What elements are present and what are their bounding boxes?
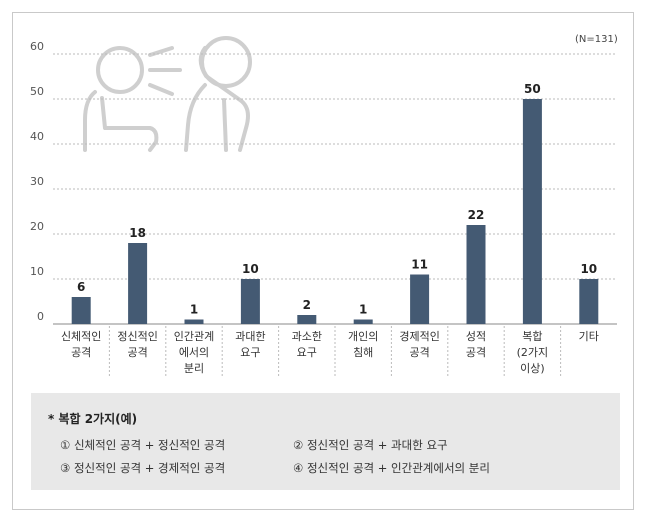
category-label-line: 이상)	[520, 362, 545, 375]
bar	[353, 319, 373, 324]
y-tick-label: 60	[30, 40, 44, 53]
category-label-line: 정신적인	[117, 330, 158, 343]
legend-title: * 복합 2가지(예)	[48, 412, 138, 426]
bar	[466, 225, 486, 324]
category-label-line: 과소한	[291, 330, 322, 343]
legend-item-3: ③ 정신적인 공격 + 경제적인 공격	[60, 461, 226, 475]
bar	[579, 279, 599, 324]
value-label: 10	[242, 262, 259, 276]
bar-series	[71, 99, 599, 324]
category-label-line: 침해	[353, 346, 374, 359]
category-label-line: 공격	[127, 346, 148, 359]
value-label: 18	[129, 226, 146, 240]
category-label: 기타	[563, 329, 615, 345]
value-label: 1	[359, 303, 367, 317]
category-label-line: 복합	[522, 330, 543, 343]
category-label-line: 에서의	[178, 346, 210, 359]
bar	[184, 319, 204, 324]
bar	[240, 279, 260, 324]
y-tick-label: 10	[30, 265, 44, 278]
category-label-line: 요구	[296, 346, 317, 359]
legend-box: * 복합 2가지(예) ① 신체적인 공격 + 정신적인 공격 ② 정신적인 공…	[31, 393, 620, 490]
category-label-line: 공격	[71, 346, 92, 359]
value-label: 11	[411, 258, 428, 272]
bar	[410, 274, 430, 324]
y-tick-label: 20	[30, 220, 44, 233]
category-label-line: 신체적인	[60, 330, 102, 343]
value-label: 1	[190, 303, 198, 317]
category-label-line: 공격	[465, 346, 487, 359]
y-tick-label: 50	[30, 85, 44, 98]
legend-item-4: ④ 정신적인 공격 + 인간관계에서의 분리	[293, 461, 490, 475]
sample-size-note: (N=131)	[575, 34, 618, 45]
category-label-line: 인간관계	[173, 330, 215, 343]
category-label-line: 과대한	[235, 330, 266, 343]
category-separators	[108, 326, 562, 378]
category-label-line: (2가지	[516, 346, 549, 359]
bar	[522, 99, 542, 324]
y-axis-ticks: 60 50 40 30 20 10 0	[30, 40, 44, 323]
y-tick-label: 40	[30, 130, 44, 143]
value-label: 22	[468, 208, 485, 222]
category-label-line: 기타	[578, 330, 599, 343]
category-label-line: 성적	[465, 330, 487, 343]
value-label: 2	[303, 298, 311, 312]
bar	[71, 297, 91, 324]
category-label-line: 분리	[183, 362, 205, 375]
legend-item-2: ② 정신적인 공격 + 과대한 요구	[293, 438, 448, 452]
shouting-people-illustration	[83, 36, 252, 152]
bar	[297, 315, 317, 324]
y-tick-label: 0	[37, 310, 44, 323]
category-label-line: 요구	[240, 346, 261, 359]
value-label: 6	[77, 280, 85, 294]
category-label-line: 경제적인	[399, 330, 440, 343]
category-label-line: 공격	[409, 346, 430, 359]
legend-item-1: ① 신체적인 공격 + 정신적인 공격	[60, 438, 226, 452]
value-label: 10	[580, 262, 597, 276]
y-tick-label: 30	[30, 175, 44, 188]
value-label: 50	[524, 82, 541, 96]
category-label-line: 개인의	[348, 330, 379, 343]
bar	[128, 243, 148, 324]
